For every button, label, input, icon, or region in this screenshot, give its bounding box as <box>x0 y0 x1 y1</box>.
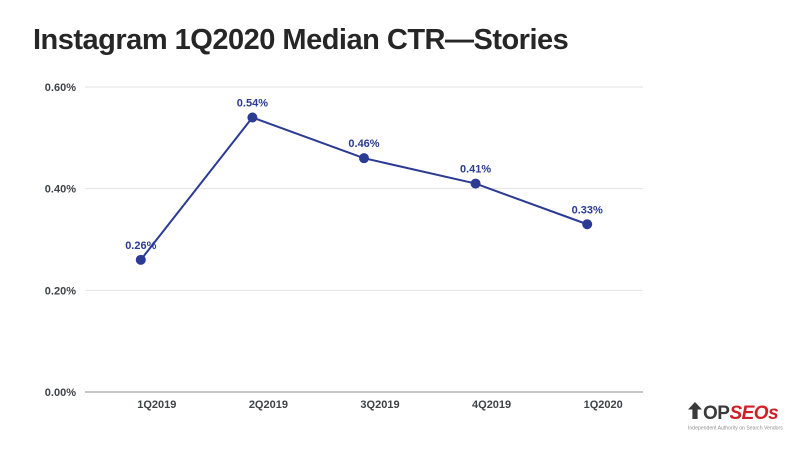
x-tick-label: 2Q2019 <box>249 399 288 411</box>
x-tick-label: 1Q2019 <box>137 399 176 411</box>
y-tick-label: 0.00% <box>45 387 76 399</box>
data-point-label: 0.41% <box>460 164 491 176</box>
logo-text-top: OP <box>703 403 730 424</box>
logo-text-seos: SEOs <box>729 403 779 424</box>
data-point <box>470 178 481 189</box>
data-point-label: 0.33% <box>572 204 603 216</box>
y-tick-label: 0.40% <box>45 184 76 196</box>
up-arrow-icon <box>688 402 702 423</box>
y-tick-label: 0.20% <box>45 285 76 297</box>
logo-tagline: Independent Authority on Search Vendors <box>688 425 783 431</box>
data-point <box>135 254 146 265</box>
data-point-label: 0.46% <box>348 138 379 150</box>
data-point <box>359 153 369 164</box>
x-tick-label: 1Q2020 <box>584 399 623 411</box>
chart-title: Instagram 1Q2020 Median CTR—Stories <box>33 24 569 56</box>
x-tick-label: 4Q2019 <box>472 399 511 411</box>
logo-wordmark: OP SEOs <box>688 402 793 424</box>
topseos-logo: OP SEOs Independent Authority on Search … <box>688 402 793 434</box>
data-point-label: 0.54% <box>237 98 268 110</box>
x-tick-label: 3Q2019 <box>360 399 399 411</box>
data-point <box>247 112 258 123</box>
data-point-label: 0.26% <box>125 240 156 252</box>
data-point <box>582 219 593 230</box>
y-tick-label: 0.60% <box>45 82 76 94</box>
